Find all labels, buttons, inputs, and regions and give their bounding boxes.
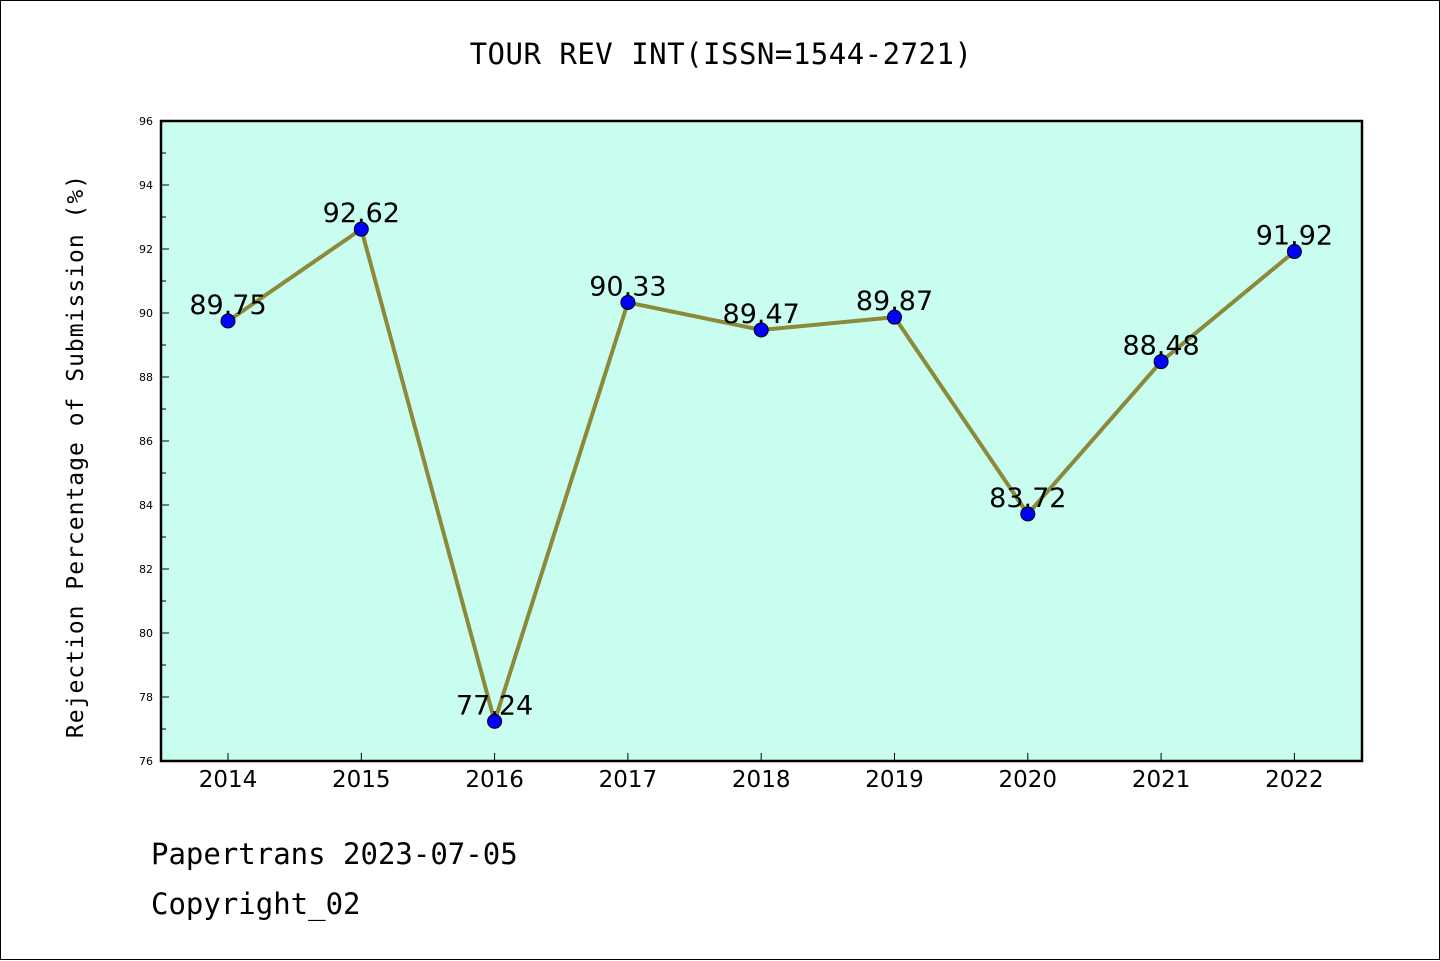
x-tick-label: 2015: [332, 767, 391, 793]
y-tick-label: 82: [139, 563, 153, 576]
x-tick-label: 2016: [465, 767, 524, 793]
y-tick-label: 94: [139, 179, 153, 192]
x-tick-label: 2014: [199, 767, 258, 793]
data-point-marker: [1153, 354, 1169, 370]
data-label: 88.48: [1122, 331, 1199, 362]
x-tick-label: 2020: [999, 767, 1058, 793]
data-point-marker: [1020, 506, 1036, 522]
data-point-marker: [1286, 244, 1302, 260]
data-label: 92.62: [323, 198, 400, 229]
data-point-marker: [620, 294, 636, 310]
x-tick-label: 2018: [732, 767, 791, 793]
data-label: 89.47: [723, 299, 800, 330]
y-tick-label: 88: [139, 371, 153, 384]
plot-border: [159, 119, 1364, 763]
x-tick-label: 2021: [1132, 767, 1191, 793]
x-tick-label: 2017: [599, 767, 658, 793]
y-tick-label: 96: [139, 115, 153, 128]
chart-title: TOUR REV INT(ISSN=1544-2721): [469, 37, 973, 71]
y-tick-label: 86: [139, 435, 153, 448]
data-label: 89.87: [856, 286, 933, 317]
data-point-marker: [887, 309, 902, 325]
data-point-marker: [353, 221, 369, 237]
data-point-marker: [487, 713, 503, 729]
x-tick-label: 2019: [865, 767, 924, 793]
data-label: 77.24: [456, 690, 533, 721]
data-label: 91.92: [1256, 221, 1333, 252]
y-tick-label: 90: [139, 307, 153, 320]
y-tick-label: 76: [139, 755, 153, 768]
y-tick-label: 80: [139, 627, 153, 640]
x-tick-label: 2022: [1265, 767, 1324, 793]
data-label: 89.75: [189, 290, 266, 321]
footer-date-text: Papertrans 2023-07-05: [151, 837, 518, 871]
data-point-marker: [753, 322, 769, 338]
y-tick-label: 84: [139, 499, 153, 512]
data-label: 83.72: [989, 483, 1066, 514]
footer-copyright-text: Copyright_02: [151, 887, 361, 921]
data-point-marker: [220, 313, 236, 329]
y-tick-label: 78: [139, 691, 153, 704]
y-tick-label: 92: [139, 243, 153, 256]
data-label: 90.33: [589, 271, 666, 302]
